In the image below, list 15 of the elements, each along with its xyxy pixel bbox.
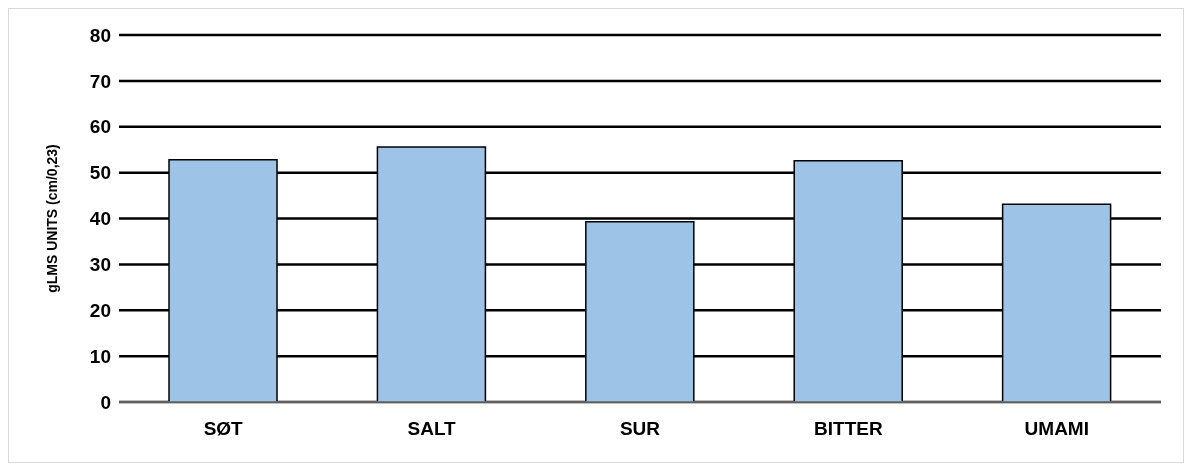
x-tick-label: UMAMI — [1024, 418, 1089, 440]
x-tick-label: SALT — [407, 418, 457, 440]
y-tick-label: 30 — [89, 254, 111, 276]
y-tick-label: 20 — [89, 299, 111, 321]
x-tick-label: SUR — [619, 418, 661, 440]
y-tick-label: 0 — [100, 391, 111, 413]
y-tick-label: 40 — [89, 208, 111, 230]
x-tick-label: SØT — [203, 418, 244, 440]
x-tick-label: BITTER — [814, 418, 883, 440]
y-tick-label: 70 — [89, 70, 111, 92]
y-tick-label: 80 — [89, 24, 111, 46]
y-tick-label: 10 — [89, 345, 111, 367]
y-axis-title: gLMS UNITS (cm/0,23) — [43, 144, 60, 293]
y-tick-label: 60 — [89, 116, 111, 138]
y-tick-label: 50 — [89, 162, 111, 184]
